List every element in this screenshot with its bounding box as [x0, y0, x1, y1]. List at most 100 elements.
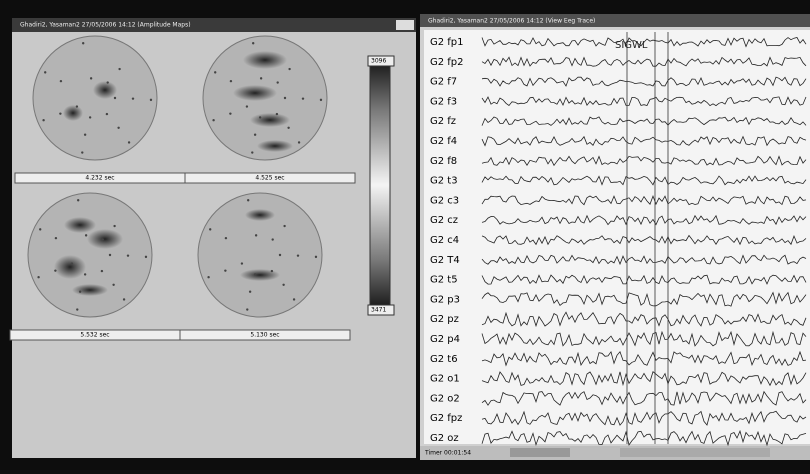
electrode — [60, 80, 62, 82]
scale-top: 3096 — [371, 58, 386, 65]
electrode — [315, 256, 317, 258]
annotation: SIGWL — [615, 40, 648, 51]
channel-label: G2 f3 — [430, 96, 457, 107]
electrode — [123, 298, 125, 300]
map-blob — [93, 81, 117, 99]
window-title: Ghadiri2, Yasaman2 27/05/2006 14:12 (Vie… — [428, 18, 595, 25]
electrode — [276, 113, 278, 115]
map-time: 5.532 sec — [80, 332, 109, 339]
map-blob — [54, 255, 86, 279]
electrode — [84, 133, 86, 135]
electrode — [293, 298, 295, 300]
map-blob — [245, 209, 275, 221]
channel-label: G2 o1 — [430, 374, 460, 385]
channel-label: G2 c3 — [430, 195, 459, 206]
electrode — [230, 80, 232, 82]
timer: Timer 00:01:54 — [424, 450, 471, 457]
electrode — [150, 99, 152, 101]
channel-label: G2 pz — [430, 314, 459, 325]
electrode — [39, 228, 41, 230]
electrode — [128, 141, 130, 143]
electrode — [55, 237, 57, 239]
electrode — [246, 308, 248, 310]
electrode — [77, 199, 79, 201]
channel-label: G2 f7 — [430, 77, 457, 88]
electrode — [44, 71, 46, 73]
head-map — [28, 193, 152, 317]
color-scale — [370, 58, 390, 312]
channel-label: G2 p4 — [430, 334, 460, 345]
map-time: 5.130 sec — [250, 332, 279, 339]
electrode — [145, 256, 147, 258]
map-time: 4.525 sec — [255, 175, 284, 182]
electrode — [76, 105, 78, 107]
electrode — [106, 113, 108, 115]
map-blob — [250, 113, 290, 127]
electrode — [101, 238, 103, 240]
electrode — [81, 151, 83, 153]
electrode — [255, 234, 257, 236]
electrode — [76, 308, 78, 310]
electrode — [82, 42, 84, 44]
electrode — [298, 141, 300, 143]
electrode — [132, 97, 134, 99]
map-blob — [72, 284, 108, 296]
electrode — [259, 116, 261, 118]
electrode — [246, 105, 248, 107]
electrode — [109, 254, 111, 256]
map-time: 4.232 sec — [85, 175, 114, 182]
electrode — [59, 112, 61, 114]
channel-label: G2 fpz — [430, 413, 462, 424]
map-blob — [87, 229, 123, 249]
page: Ghadiri2, Yasaman2 27/05/2006 14:12 (Amp… — [0, 0, 810, 470]
electrode — [101, 270, 103, 272]
electrode — [241, 262, 243, 264]
electrode — [90, 77, 92, 79]
electrode — [276, 81, 278, 83]
channel-label: G2 c4 — [430, 235, 459, 246]
screen: Ghadiri2, Yasaman2 27/05/2006 14:12 (Amp… — [0, 0, 810, 470]
channel-label: G2 t3 — [430, 176, 458, 187]
channel-label: G2 p3 — [430, 294, 460, 305]
electrode — [117, 127, 119, 129]
channel-label: G2 f4 — [430, 136, 457, 147]
map-blob — [243, 51, 287, 69]
channel-label: G2 fz — [430, 116, 456, 127]
electrode — [42, 119, 44, 121]
electrode — [207, 276, 209, 278]
electrode — [320, 99, 322, 101]
electrode — [271, 270, 273, 272]
electrode — [224, 269, 226, 271]
channel-label: G2 oz — [430, 433, 459, 444]
electrode — [113, 225, 115, 227]
electrode — [279, 254, 281, 256]
electrode — [37, 276, 39, 278]
head-map — [33, 36, 157, 160]
map-blob — [63, 105, 83, 121]
electrode — [225, 237, 227, 239]
channel-label: G2 fp1 — [430, 37, 464, 48]
scale-bottom: 3471 — [371, 307, 386, 314]
electrode — [271, 238, 273, 240]
electrode — [254, 133, 256, 135]
electrode — [254, 273, 256, 275]
scrollbar[interactable] — [620, 448, 770, 457]
electrode — [260, 77, 262, 79]
channel-label: G2 f8 — [430, 156, 457, 167]
channel-label: G2 t5 — [430, 275, 458, 286]
electrode — [214, 71, 216, 73]
toolbar[interactable] — [510, 448, 570, 457]
electrode — [85, 234, 87, 236]
electrode — [54, 269, 56, 271]
map-blob — [64, 217, 96, 233]
electrode — [106, 81, 108, 83]
electrode — [112, 284, 114, 286]
electrode — [118, 68, 120, 70]
electrode — [247, 199, 249, 201]
window-controls[interactable] — [396, 20, 414, 30]
electrode — [71, 262, 73, 264]
electrode — [252, 42, 254, 44]
electrode — [282, 284, 284, 286]
map-blob — [240, 269, 280, 281]
electrode — [284, 97, 286, 99]
